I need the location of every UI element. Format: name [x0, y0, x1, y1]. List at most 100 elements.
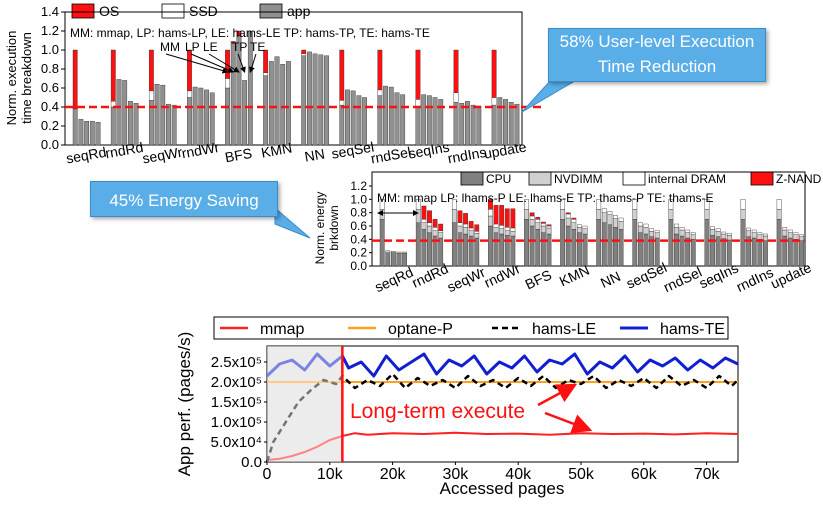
bar-seqSel-LE	[350, 90, 356, 146]
bar-BFS-TP	[242, 80, 248, 146]
bar-NN-TP	[613, 215, 618, 219]
y-axis-label: Norm. executiontime breakdown	[4, 31, 34, 126]
bar-rndRd-MM	[110, 106, 116, 146]
category-label-rndSel: rndSel	[369, 144, 412, 167]
bar-NN-MM	[301, 55, 307, 146]
plot-frame	[371, 171, 806, 267]
bar-seqWr-TP	[166, 103, 171, 146]
bar-BFS-TE	[546, 225, 552, 229]
bar-rndWr-LP	[493, 223, 499, 228]
bar-rndRd-TE	[133, 102, 139, 146]
bar-seqWr-LE	[160, 84, 166, 146]
bar-BFS-LE	[236, 30, 242, 36]
bar-rndSel-TP	[685, 237, 691, 267]
bar-rndIns-LP	[459, 102, 465, 146]
bar-rndRd-LE	[427, 222, 432, 227]
bar-rndSel-TP	[685, 232, 691, 239]
bar-seqIns-MM	[704, 219, 710, 267]
bar-seqIns-TP	[432, 97, 438, 146]
bar-BFS-MM	[524, 219, 529, 267]
category-label-seqWr: seqWr	[444, 264, 487, 296]
bar-rndWr-LE	[198, 87, 204, 146]
legend-swatch-os	[71, 3, 95, 19]
bar-update-TP	[508, 102, 514, 146]
bar-rndRd-LP	[421, 222, 427, 230]
bar-rndRd-LE	[427, 232, 432, 267]
bar-BFS-LP	[529, 215, 535, 220]
bar-seqIns-LE	[715, 236, 721, 267]
bar-BFS-LP	[529, 212, 535, 217]
y-tick-label: 0.8	[41, 61, 59, 76]
bar-rndIns-MM	[453, 92, 459, 103]
category-label-seqIns: seqIns	[407, 139, 450, 162]
bar-KMN-TP	[577, 232, 582, 267]
bar-seqSel-TE	[654, 232, 660, 239]
bar-NN-TE	[618, 221, 624, 230]
bar-rndRd-LP	[421, 205, 427, 220]
bar-BFS-MM	[524, 199, 529, 210]
legend-swatch-ssd	[161, 3, 185, 19]
bar-seqRd-TP	[89, 121, 95, 146]
bar-seqRd-MM	[72, 49, 78, 110]
bar-rndWr-TE	[510, 231, 516, 237]
legend-label-ssd: SSD	[189, 3, 218, 19]
y-axis-label: App perf. (pages/s)	[175, 332, 194, 477]
bar-KMN-MM	[560, 209, 566, 220]
bar-BFS-LP	[230, 43, 236, 146]
callout-line-2: Time Reduction	[597, 57, 717, 76]
bar-seqSel-TP	[649, 228, 654, 232]
bar-seqRd-MM	[379, 219, 385, 267]
bar-seqWr-TP	[468, 221, 474, 229]
bar-KMN-LP	[565, 212, 571, 215]
bar-KMN-TP	[577, 224, 582, 228]
bar-seqWr-LE	[463, 227, 468, 235]
x-tick-label: 60k	[631, 466, 658, 483]
bar-seqWr-LP	[154, 83, 160, 146]
bar-rndRd-MM	[415, 199, 421, 210]
bar-BFS-LP	[529, 219, 535, 227]
bar-rndWr-TP	[504, 208, 510, 228]
bar-KMN-MM	[560, 199, 566, 210]
bar-KMN-MM	[263, 49, 269, 73]
bar-NN-MM	[596, 219, 602, 267]
app-performance-chart: mmap optane-P hams-LE hams-TE 0.0 5.0x10⁴ 1.0x…	[175, 316, 739, 498]
bar-seqIns-MM	[704, 209, 710, 220]
bar-rndIns-LE	[751, 229, 757, 233]
bar-seqSel-LE	[643, 233, 649, 267]
bar-seqIns-LP	[710, 226, 715, 230]
bar-seqIns-TP	[721, 233, 727, 239]
bar-KMN-TP	[577, 227, 582, 233]
bar-rndWr-LE	[499, 233, 505, 267]
bar-seqSel-MM	[339, 100, 345, 106]
bar-label-TP: TP	[232, 40, 247, 54]
bar-seqSel-LE	[643, 223, 649, 228]
bar-BFS-TE	[546, 233, 552, 267]
bar-NN-TP	[318, 54, 324, 146]
bar-BFS-TE	[546, 224, 552, 227]
bar-BFS-LE	[535, 217, 541, 220]
bar-KMN-LP	[268, 61, 274, 146]
bar-rndRd-TP	[127, 101, 133, 146]
bar-BFS-TP	[540, 223, 546, 227]
bar-seqWr-TP	[468, 230, 474, 237]
bar-rndRd-MM	[110, 49, 116, 102]
bar-rndWr-LP	[493, 227, 499, 233]
x-axis-label: Accessed pages	[440, 479, 565, 498]
bar-KMN-LE	[571, 222, 577, 230]
bar-seqSel-MM	[339, 104, 345, 146]
bar-seqIns-TP	[721, 238, 727, 267]
bar-seqSel-LP	[637, 222, 643, 227]
bar-seqWr-LE	[463, 213, 468, 225]
annotation-arrow-up	[537, 383, 578, 407]
category-label-BFS: BFS	[522, 266, 553, 292]
bar-rndSel-MM	[668, 199, 674, 210]
y-tick-label: 0.6	[350, 219, 367, 233]
y-tick-label: 1.0	[41, 42, 59, 57]
y-axis-label-line1: Norm. execution	[4, 31, 19, 126]
bar-KMN-MM	[560, 219, 566, 267]
category-label-update: update	[483, 138, 528, 161]
bar-update-TE	[799, 234, 804, 237]
bar-rndWr-MM	[488, 199, 493, 210]
bar-rndIns-LE	[751, 237, 757, 267]
bar-KMN-TP	[280, 64, 286, 146]
